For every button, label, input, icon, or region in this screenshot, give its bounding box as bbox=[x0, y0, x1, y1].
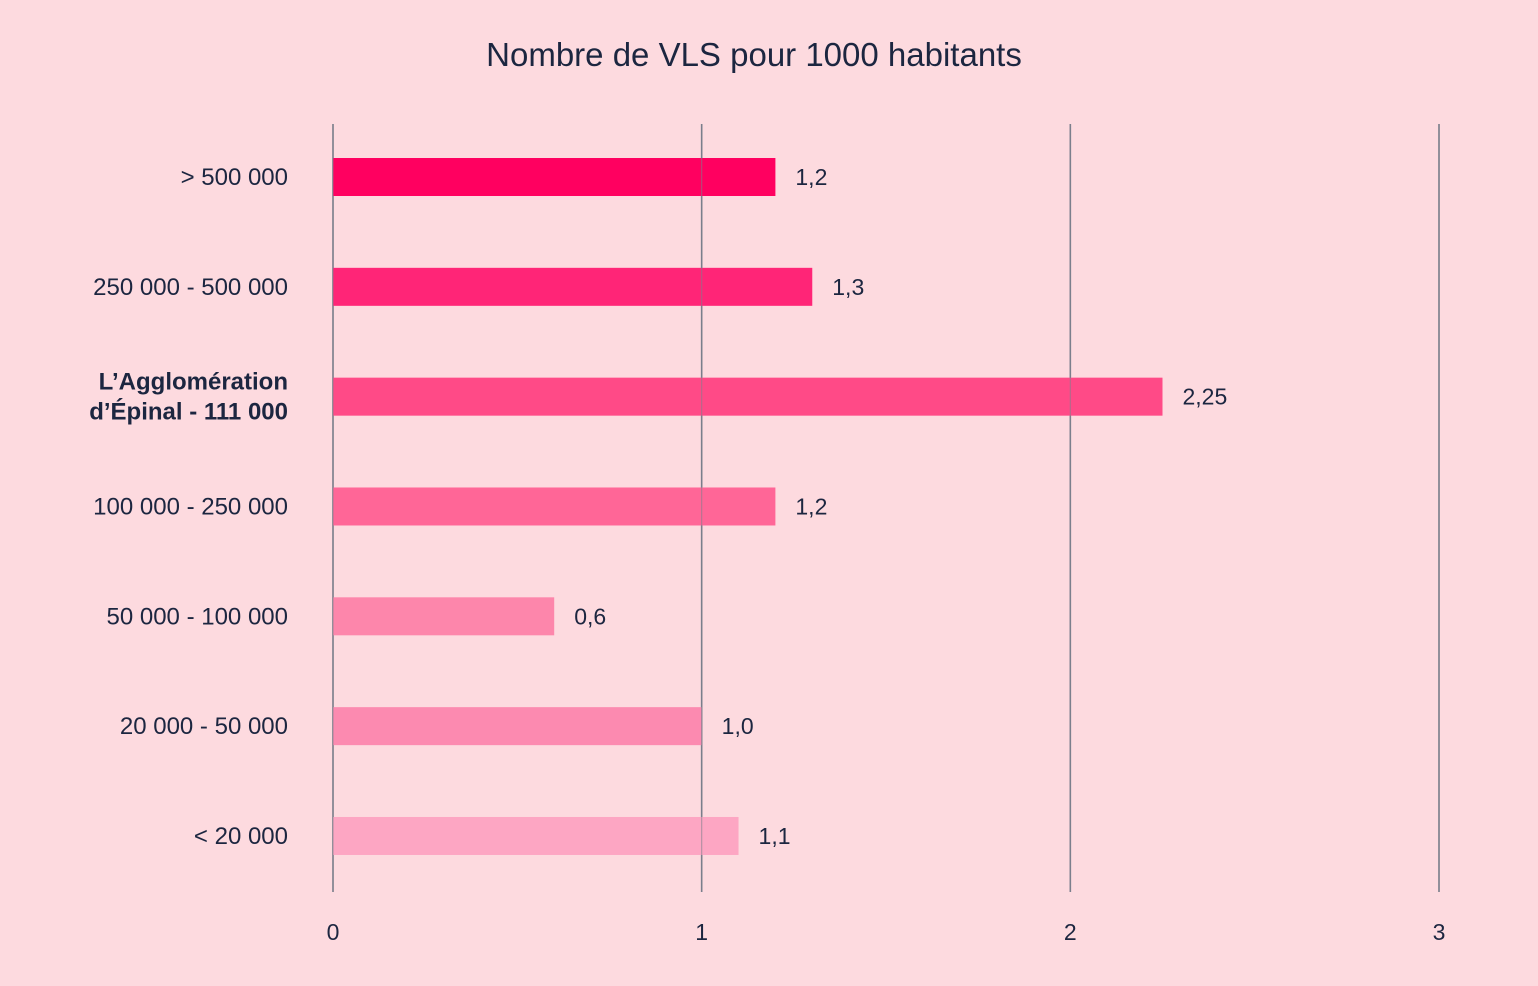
x-tick-label: 3 bbox=[1433, 919, 1446, 945]
value-label: 1,0 bbox=[722, 713, 754, 739]
bar bbox=[333, 487, 776, 526]
category-label: < 20 000 bbox=[194, 823, 288, 850]
category-label: > 500 000 bbox=[181, 164, 288, 191]
bars bbox=[333, 158, 1163, 855]
gridline-overlay bbox=[332, 124, 1440, 892]
bar bbox=[333, 267, 813, 306]
x-tick-label: 0 bbox=[327, 919, 340, 945]
category-label: 50 000 - 100 000 bbox=[107, 603, 289, 630]
category-label-line: 20 000 - 50 000 bbox=[120, 713, 288, 740]
x-tick-label: 2 bbox=[1064, 919, 1077, 945]
category-label: 20 000 - 50 000 bbox=[120, 713, 288, 740]
x-axis-ticks: 0 1 2 3 bbox=[327, 919, 1446, 945]
category-label-line: d’Épinal - 111 000 bbox=[89, 398, 288, 426]
category-label: 250 000 - 500 000 bbox=[93, 274, 288, 301]
category-label: 100 000 - 250 000 bbox=[93, 493, 288, 520]
category-label: L’Agglomération d’Épinal - 111 000 bbox=[89, 369, 288, 426]
value-label: 1,3 bbox=[832, 274, 864, 300]
value-label: 1,2 bbox=[795, 493, 827, 519]
x-tick-label: 1 bbox=[695, 919, 708, 945]
category-label-line: L’Agglomération bbox=[99, 369, 288, 396]
value-label: 1,2 bbox=[795, 164, 827, 190]
category-label-line: < 20 000 bbox=[194, 823, 288, 850]
value-label: 1,1 bbox=[759, 823, 791, 849]
value-labels: 1,2 1,3 2,25 1,2 0,6 1,0 1,1 bbox=[574, 164, 1227, 849]
category-label-line: > 500 000 bbox=[181, 164, 288, 191]
value-label: 0,6 bbox=[574, 603, 606, 629]
category-label-line: 50 000 - 100 000 bbox=[107, 603, 289, 630]
bar bbox=[333, 707, 702, 746]
category-labels: > 500 000 250 000 - 500 000 L’Agglomératio… bbox=[89, 164, 288, 850]
bar bbox=[333, 377, 1163, 416]
bar bbox=[333, 816, 739, 855]
bar bbox=[333, 158, 776, 196]
value-label: 2,25 bbox=[1183, 384, 1228, 410]
category-label-line: 250 000 - 500 000 bbox=[93, 274, 288, 301]
bar bbox=[333, 597, 555, 636]
chart-title: Nombre de VLS pour 1000 habitants bbox=[486, 36, 1022, 73]
category-label-line: 100 000 - 250 000 bbox=[93, 493, 288, 520]
